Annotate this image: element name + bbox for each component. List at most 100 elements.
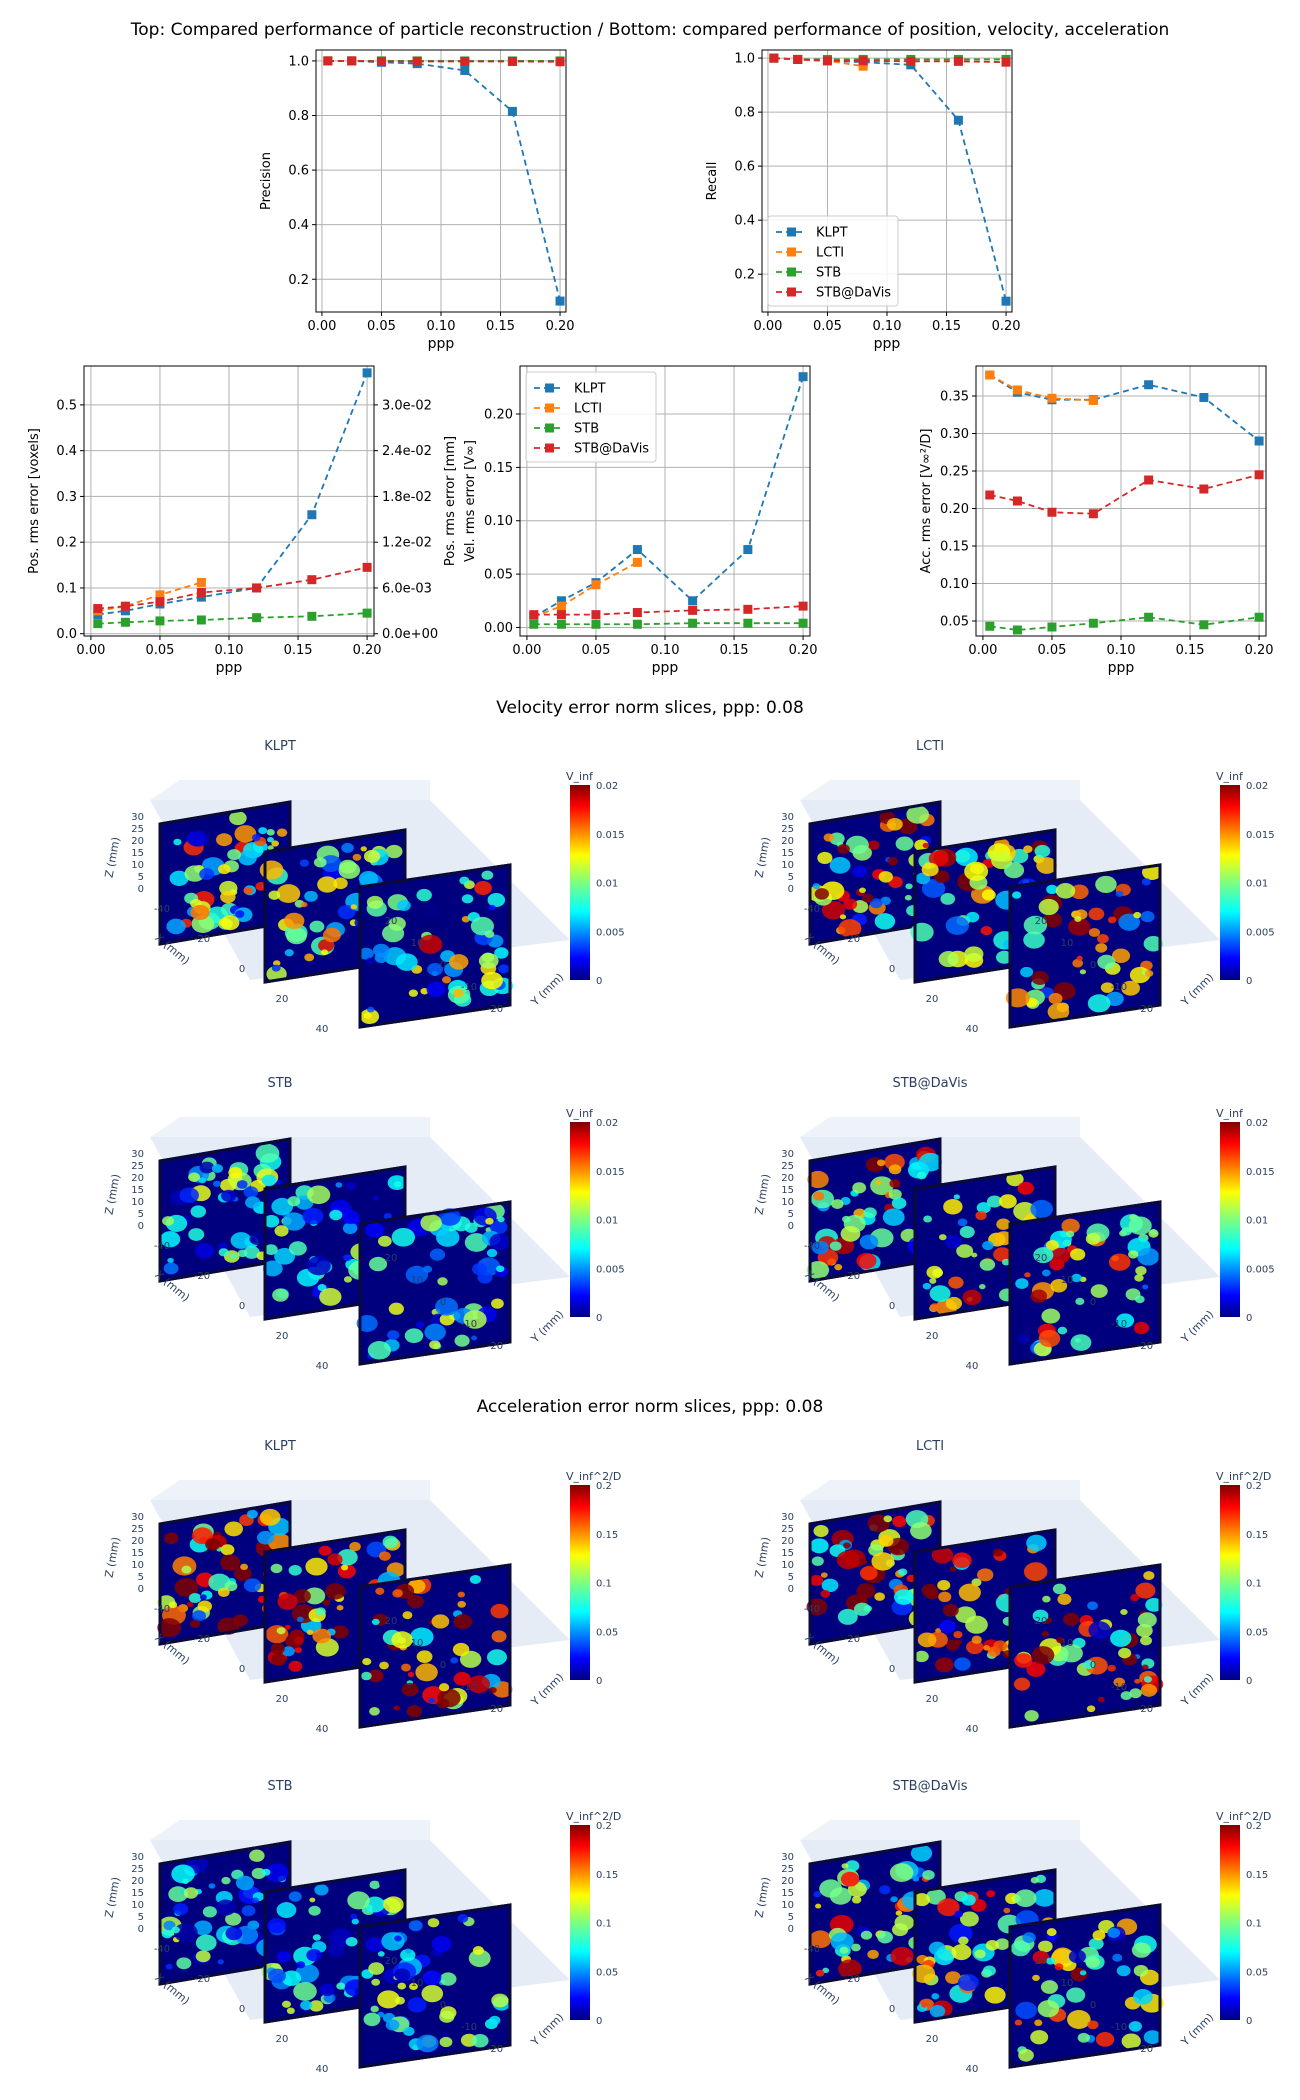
slice-cell xyxy=(498,964,510,974)
data-point-stb xyxy=(556,619,566,629)
y-axis-right-label: Pos. rms error [mm] xyxy=(443,436,458,566)
data-point-lcti xyxy=(1088,396,1098,405)
x-tick-label: 0.15 xyxy=(1176,643,1205,658)
slice-cell xyxy=(1003,1907,1011,1914)
z-tick-label: 30 xyxy=(781,1512,794,1523)
z-tick-label: 5 xyxy=(788,872,794,883)
slice-cell xyxy=(1137,1247,1160,1266)
slice-cell xyxy=(1142,1284,1149,1290)
colorbar-title: V_inf xyxy=(566,1107,594,1120)
slice-cell xyxy=(325,1583,346,1600)
slice-cell xyxy=(1074,916,1082,922)
slice-cell xyxy=(378,1874,398,1891)
slice-cell xyxy=(171,1926,180,1934)
slice-cell xyxy=(806,1598,828,1616)
slice-cell xyxy=(251,1867,266,1880)
slice-cell xyxy=(189,1619,200,1628)
slice-cell xyxy=(843,1542,851,1549)
slice-cell xyxy=(381,1932,405,1951)
slice-cell xyxy=(439,1972,457,1986)
slice-cell xyxy=(1090,1284,1108,1298)
slice-cell xyxy=(166,918,186,935)
x-tick-label: -40 xyxy=(154,1944,170,1955)
slice-cell xyxy=(383,1896,404,1913)
back-pane xyxy=(150,780,430,800)
slice-cell xyxy=(1134,1274,1144,1282)
y-right-tick-label: 2.4e-02 xyxy=(382,444,432,459)
slice-cell xyxy=(1026,1661,1046,1677)
z-tick-label: 0 xyxy=(788,1924,794,1935)
colorbar-tick-label: 0.015 xyxy=(596,830,625,841)
slice-cell xyxy=(453,989,464,998)
slice-cell xyxy=(922,1870,935,1880)
slice-cell xyxy=(295,1963,320,1983)
y-tick-label: 0.6 xyxy=(734,160,755,175)
x-tick-label: 0.05 xyxy=(581,643,610,658)
slice-cell xyxy=(1050,1247,1071,1264)
slice-cell xyxy=(859,887,866,893)
slice-cell xyxy=(1128,1216,1152,1235)
colorbar-tick-label: 0.01 xyxy=(1246,879,1268,890)
slice-cell xyxy=(986,1890,996,1898)
data-point-stb xyxy=(591,619,601,629)
slice-cell xyxy=(890,1896,898,1903)
slice-cell xyxy=(807,1170,829,1189)
data-point-klpt xyxy=(307,510,317,520)
slice-cell xyxy=(161,1929,173,1939)
slice-cell xyxy=(914,1650,929,1663)
slice-cell xyxy=(371,1618,380,1626)
panel-title: KLPT xyxy=(264,739,296,754)
slice-cell xyxy=(938,1234,947,1241)
x-tick-label: -40 xyxy=(804,1604,820,1615)
y-tick-label: 20 xyxy=(385,1956,398,1967)
legend-marker xyxy=(545,403,554,413)
slice-cell xyxy=(351,1918,359,1925)
slice-cell xyxy=(195,1950,211,1963)
slice-cell xyxy=(347,1891,370,1910)
x-tick-label: 40 xyxy=(966,1361,979,1372)
slice-cell xyxy=(1129,1688,1142,1699)
data-point-klpt xyxy=(555,296,565,306)
slice-cell xyxy=(809,1574,824,1586)
y-tick-label: 0.05 xyxy=(940,615,969,630)
slice-cell xyxy=(921,862,939,877)
y-tick-label: 10 xyxy=(1061,1275,1074,1286)
data-point-stb@davis xyxy=(798,601,808,611)
slice-cell xyxy=(1018,1334,1030,1344)
colorbar-tick-label: 0 xyxy=(596,976,602,987)
slice-cell xyxy=(467,1675,490,1694)
slice-cell xyxy=(1063,1612,1080,1626)
data-point-stb@davis xyxy=(555,57,565,67)
slice-cell xyxy=(809,1538,829,1554)
y-tick-label: -20 xyxy=(487,1004,503,1015)
slice-cell xyxy=(958,1936,969,1945)
y-tick-label: -20 xyxy=(487,1341,503,1352)
slice-cell xyxy=(1120,1608,1128,1615)
panel-title: STB@DaVis xyxy=(892,1779,967,1794)
slice-cell xyxy=(852,1182,867,1194)
y-right-tick-label: 0.0e+00 xyxy=(382,627,438,642)
slice-cell xyxy=(401,1663,411,1672)
slice-cell xyxy=(813,1891,822,1898)
slice-cell xyxy=(284,1624,291,1630)
slice-cell xyxy=(877,1931,893,1944)
slice-cell xyxy=(307,1185,331,1205)
slice-cell xyxy=(851,1966,861,1973)
y-tick-label: -10 xyxy=(1111,1319,1127,1330)
slice-cell xyxy=(1015,2001,1038,2020)
slice-cell xyxy=(472,1263,488,1276)
slice-cell xyxy=(188,1592,202,1604)
slice-cell xyxy=(268,890,281,900)
slice-cell xyxy=(1112,1953,1123,1962)
slice-cell xyxy=(1017,1181,1034,1195)
slice-cell xyxy=(1046,1928,1057,1937)
slice-cell xyxy=(439,2010,455,2023)
slice-cell xyxy=(966,1640,984,1655)
slice-cell xyxy=(942,1603,959,1617)
y-tick-label: -20 xyxy=(1137,1704,1153,1715)
slice-cell xyxy=(394,1935,402,1942)
slice-cell xyxy=(274,1225,289,1237)
